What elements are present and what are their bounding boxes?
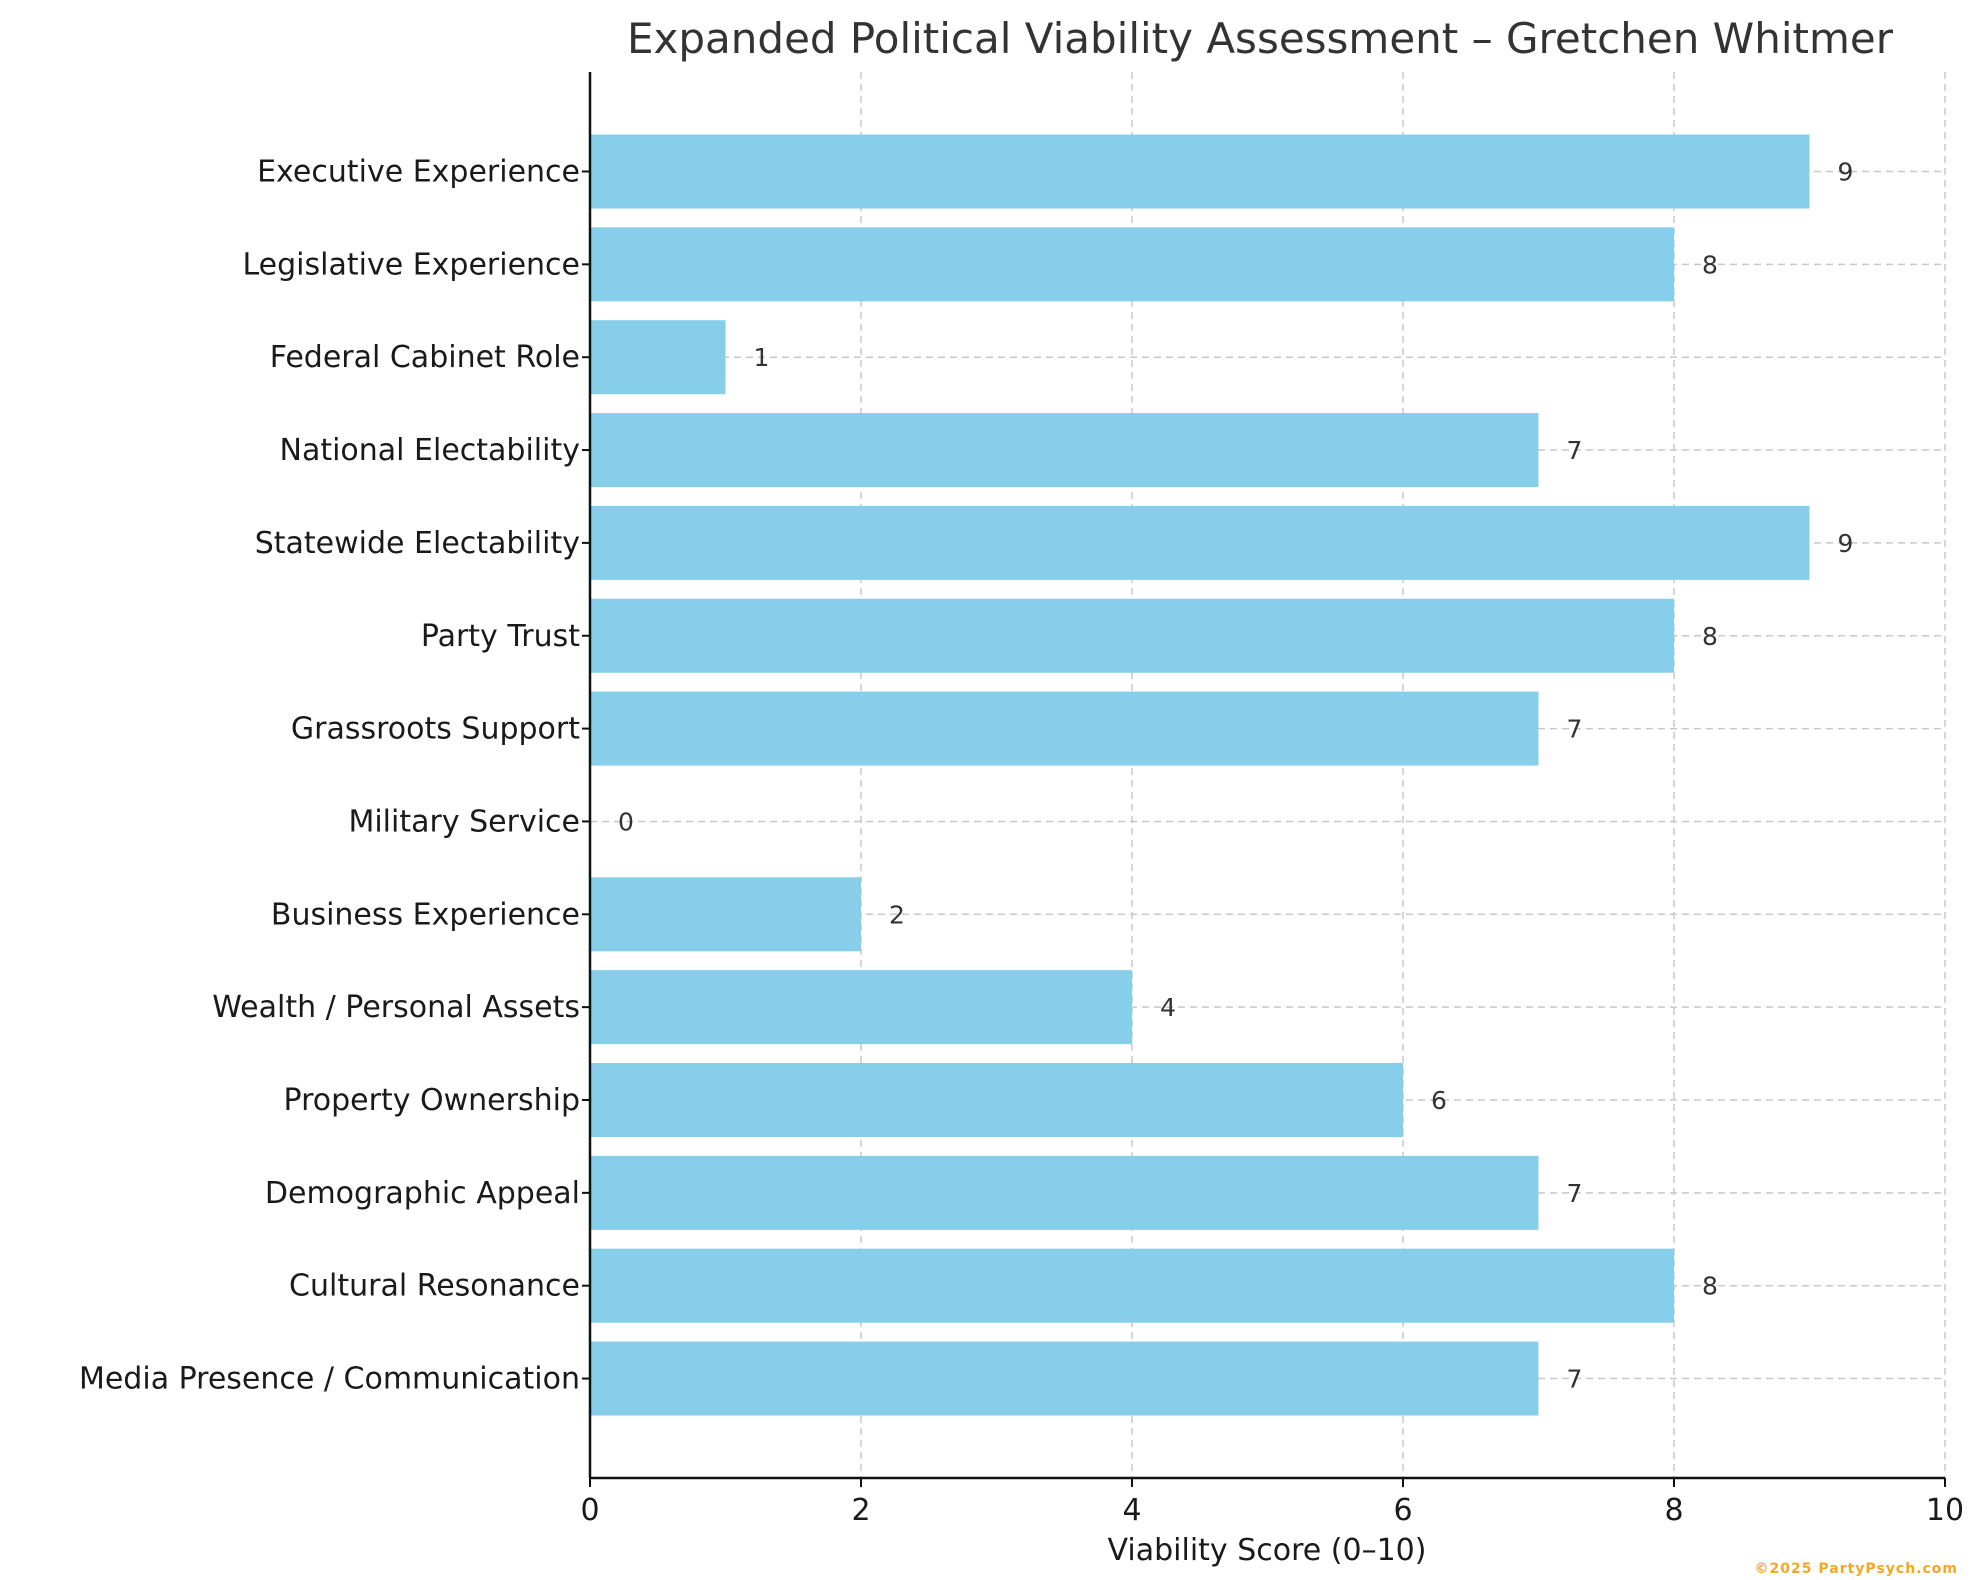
value-label: 8	[1702, 622, 1718, 651]
value-label: 7	[1567, 715, 1583, 744]
category-label: Executive Experience	[257, 155, 580, 190]
value-label: 1	[754, 343, 770, 372]
category-label: Demographic Appeal	[265, 1176, 580, 1211]
value-label: 9	[1838, 529, 1854, 558]
category-label: Cultural Resonance	[289, 1269, 580, 1304]
category-label: Federal Cabinet Role	[270, 340, 580, 375]
bar	[590, 1063, 1403, 1137]
bar	[590, 1341, 1539, 1416]
value-label: 8	[1702, 1272, 1718, 1301]
value-label: 4	[1160, 993, 1176, 1022]
bar	[590, 413, 1539, 488]
bar	[590, 134, 1810, 209]
bar	[590, 1155, 1539, 1230]
category-label: Legislative Experience	[242, 247, 580, 282]
value-label: 0	[618, 807, 634, 836]
value-label: 8	[1702, 250, 1718, 279]
axes	[582, 72, 1946, 1487]
bar	[590, 505, 1810, 580]
bars	[590, 134, 1810, 1416]
x-tick-label: 4	[1122, 1493, 1141, 1528]
x-tick-label: 8	[1664, 1493, 1683, 1528]
category-label: Statewide Electability	[255, 526, 580, 561]
category-label: Wealth / Personal Assets	[212, 990, 580, 1025]
chart-title: Expanded Political Viability Assessment …	[627, 14, 1894, 63]
x-tick-label: 6	[1393, 1493, 1412, 1528]
category-label: Military Service	[348, 804, 580, 839]
value-label: 7	[1567, 1365, 1583, 1394]
bar	[590, 598, 1674, 673]
category-label: Media Presence / Communication	[79, 1362, 580, 1397]
bar	[590, 691, 1539, 766]
x-tick-label: 10	[1926, 1493, 1964, 1528]
category-label: Property Ownership	[284, 1083, 580, 1118]
bar	[590, 320, 726, 395]
category-label: Party Trust	[421, 619, 580, 654]
labels: Executive Experience 9 Legislative Experie…	[79, 155, 1964, 1529]
bar	[590, 970, 1132, 1045]
bar	[590, 227, 1674, 302]
value-label: 9	[1838, 158, 1854, 187]
x-tick-label: 0	[580, 1493, 599, 1528]
bar	[590, 1248, 1674, 1323]
value-label: 6	[1431, 1086, 1447, 1115]
value-label: 2	[889, 900, 905, 929]
watermark: ©2025 PartyPsych.com	[1755, 1561, 1958, 1577]
category-label: Business Experience	[271, 897, 580, 932]
value-label: 7	[1567, 436, 1583, 465]
x-axis-label: Viability Score (0–10)	[1108, 1533, 1427, 1568]
category-label: Grassroots Support	[291, 712, 580, 747]
x-tick-label: 2	[851, 1493, 870, 1528]
value-label: 7	[1567, 1179, 1583, 1208]
bar	[590, 877, 861, 952]
category-label: National Electability	[280, 433, 581, 468]
